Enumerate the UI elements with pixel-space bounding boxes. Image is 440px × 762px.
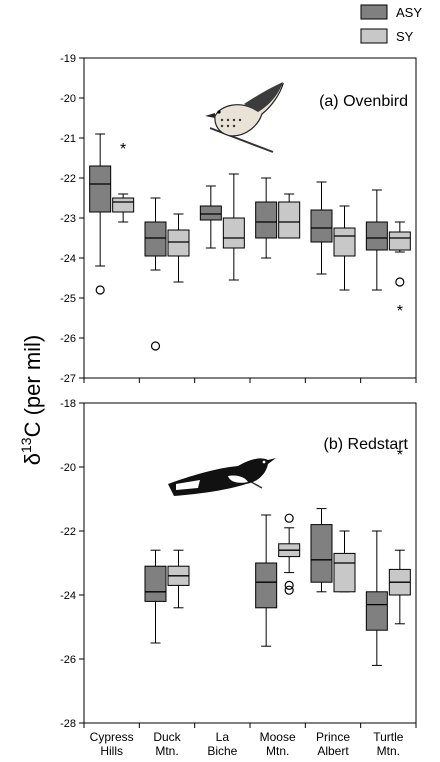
ovenbird-spot — [232, 118, 236, 122]
ovenbird-spot — [220, 124, 224, 128]
box-asy — [199, 185, 222, 249]
legend-swatch-asy — [360, 4, 388, 20]
ovenbird-spot — [220, 118, 224, 122]
box-sy — [222, 173, 245, 281]
ovenbird-spot — [232, 124, 236, 128]
panel-ovenbird: -27 -26 -25 -24 -23 -22 -21 -20 -19 (a) Ovenbird *… — [60, 53, 417, 385]
box-asy — [255, 177, 278, 259]
outlier-point — [150, 341, 161, 351]
y-tick-label: -24 — [60, 590, 76, 602]
ovenbird-eye — [217, 110, 221, 114]
x-category-label: La Biche — [207, 730, 237, 758]
box-sy: * — [112, 141, 135, 223]
box-asy — [255, 514, 278, 647]
redstart-belly — [228, 475, 248, 483]
y-tick-label: -26 — [60, 333, 76, 345]
y-tick-label: -22 — [60, 173, 76, 185]
ovenbird-spot — [226, 118, 230, 122]
legend-label-asy: ASY — [396, 5, 422, 20]
y-tick-label: -22 — [60, 526, 76, 538]
y-tick-label: -26 — [60, 654, 76, 666]
x-category-label: Cypress Hills — [90, 730, 134, 758]
box-iqr — [112, 197, 135, 213]
box-asy — [89, 133, 112, 295]
box-sy: * — [388, 447, 411, 625]
box-iqr — [333, 552, 356, 593]
box-iqr — [255, 201, 278, 239]
y-tick-label: -27 — [60, 373, 76, 385]
y-axis-label-superscript: 13 — [18, 437, 34, 453]
ovenbird-spot — [226, 124, 230, 128]
y-tick-label: -28 — [60, 718, 76, 730]
box-iqr — [222, 217, 245, 249]
box-iqr — [144, 221, 167, 257]
outlier-point — [95, 285, 105, 295]
ovenbird-wing — [244, 82, 283, 112]
box-iqr — [333, 227, 356, 257]
box-iqr — [199, 205, 222, 221]
box-iqr — [310, 524, 333, 583]
ovenbird-beak — [205, 113, 215, 118]
legend-swatch-sy — [360, 28, 388, 44]
box-iqr — [388, 231, 411, 251]
redstart-eye — [262, 460, 266, 464]
redstart-bird-icon — [168, 458, 276, 496]
extreme-point: * — [120, 141, 126, 158]
y-tick-label: -25 — [60, 293, 76, 305]
x-category-label: Duck Mtn. — [153, 730, 181, 758]
y-axis-label-main: C (per mil) — [20, 335, 45, 438]
legend: ASY SY — [360, 4, 422, 44]
x-axis-categories: Cypress Hills Duck Mtn. La Biche Moose Mtn. Prin… — [90, 730, 404, 758]
outlier-point — [395, 277, 405, 287]
box-asy — [310, 508, 333, 593]
box-sy — [278, 193, 301, 239]
legend-label-sy: SY — [396, 29, 414, 44]
panel-redstart: -28 -26 -24 -22 -20 -18 (b) Redstart* — [60, 398, 417, 730]
outlier-point — [284, 513, 294, 523]
box-sy — [333, 205, 356, 291]
y-tick-label: -18 — [60, 398, 76, 410]
box-asy — [144, 549, 167, 644]
y-axis-label-delta: δ — [20, 453, 45, 465]
ovenbird-spot — [238, 118, 242, 122]
box-asy — [365, 189, 388, 291]
y-axis-label: δ13C (per mil) — [18, 335, 45, 466]
ovenbird-bird-icon — [205, 82, 285, 153]
x-category-label: Moose Mtn. — [260, 730, 296, 758]
box-iqr — [89, 165, 112, 213]
y-tick-label: -21 — [60, 133, 76, 145]
box-sy — [167, 549, 190, 609]
box-iqr — [365, 591, 388, 631]
box-sy: * — [388, 221, 411, 320]
extreme-point: * — [397, 303, 403, 320]
x-category-label: Turtle Mtn. — [373, 730, 404, 758]
extreme-point: * — [397, 447, 403, 464]
y-tick-label: -20 — [60, 462, 76, 474]
panel-title: (a) Ovenbird — [319, 93, 408, 110]
y-tick-label: -19 — [60, 53, 76, 65]
box-sy — [333, 530, 356, 593]
box-asy — [365, 530, 388, 666]
y-tick-label: -20 — [60, 93, 76, 105]
outlier-point — [284, 580, 294, 591]
panel-title: (b) Redstart — [324, 436, 409, 453]
box-iqr — [365, 221, 388, 251]
box-iqr — [278, 201, 301, 239]
redstart-tail-patch — [176, 480, 200, 490]
box-iqr — [167, 229, 190, 257]
box-asy — [310, 181, 333, 275]
box-iqr — [255, 562, 278, 609]
box-sy — [278, 513, 301, 595]
svg-text:δ13C (per mil): δ13C (per mil) — [18, 335, 45, 466]
box-asy — [144, 197, 167, 351]
box-iqr — [144, 565, 167, 602]
y-tick-label: -23 — [60, 213, 76, 225]
x-category-label: Prince Albert — [316, 730, 350, 758]
outlier-point — [284, 585, 294, 595]
box-iqr — [310, 209, 333, 243]
redstart-body — [168, 458, 276, 496]
y-tick-label: -24 — [60, 253, 76, 265]
box-sy — [167, 213, 190, 283]
